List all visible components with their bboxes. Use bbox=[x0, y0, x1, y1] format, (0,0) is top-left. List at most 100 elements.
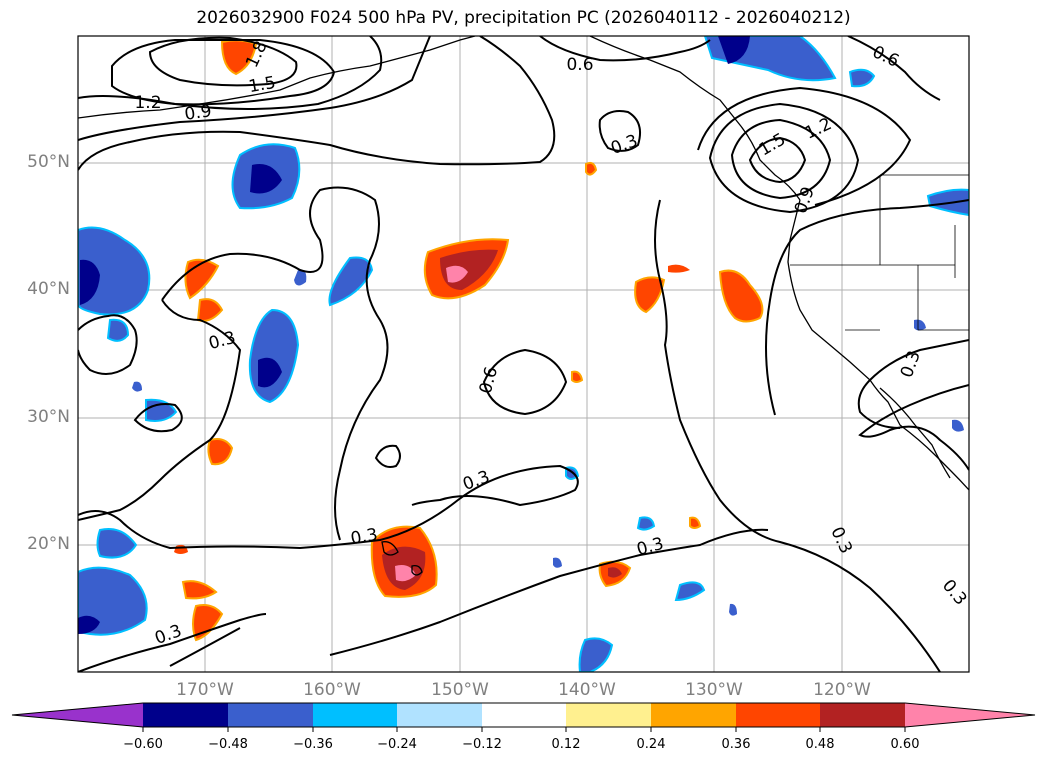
precip-blob bbox=[668, 264, 690, 273]
lon-label-140w: 140°W bbox=[558, 680, 616, 700]
pv-contour bbox=[78, 314, 138, 375]
pv-contour bbox=[148, 36, 298, 87]
contour-label: 0.3 bbox=[349, 525, 379, 549]
pv-contour bbox=[133, 403, 183, 433]
coastlines bbox=[78, 36, 969, 576]
colorbar-bin bbox=[143, 703, 228, 727]
map-frame bbox=[77, 35, 970, 673]
precip-blob bbox=[80, 259, 100, 305]
precip-blob bbox=[952, 419, 964, 432]
colorbar-tick-label: 0.48 bbox=[805, 737, 835, 752]
lat-label-30n: 30°N bbox=[27, 407, 70, 427]
colorbar-extend-high bbox=[905, 703, 1035, 727]
precip-blob bbox=[258, 357, 282, 388]
pv-contour bbox=[374, 444, 401, 468]
colorbar-bin bbox=[820, 703, 905, 727]
colorbar-tick-label: 0.60 bbox=[890, 737, 920, 752]
pv-contour bbox=[708, 102, 860, 214]
colorbar-tick-label: −0.12 bbox=[462, 737, 502, 752]
colorbar-bin bbox=[651, 703, 736, 727]
lon-label-170w: 170°W bbox=[176, 680, 234, 700]
contour-label: 1.5 bbox=[247, 73, 277, 97]
precip-blob bbox=[395, 565, 416, 582]
pv-contour bbox=[329, 528, 769, 656]
colorbar-bin bbox=[397, 703, 482, 727]
colorbar-bin bbox=[228, 703, 313, 727]
contour-label: 1.2 bbox=[134, 93, 161, 113]
precip-blob bbox=[634, 276, 666, 314]
pv-contour bbox=[78, 299, 242, 521]
pv-contour bbox=[765, 199, 969, 416]
colorbar-bin bbox=[482, 703, 566, 727]
lat-label-20n: 20°N bbox=[27, 534, 70, 554]
precip-blob bbox=[446, 265, 468, 283]
lon-label-150w: 150°W bbox=[431, 680, 489, 700]
pv-contours bbox=[78, 36, 969, 672]
precip-blob bbox=[636, 516, 656, 531]
precip-blob bbox=[718, 36, 750, 64]
pv-contour bbox=[598, 110, 641, 152]
precip-positive-areas bbox=[174, 39, 764, 642]
colorbar-tick-label: −0.36 bbox=[293, 737, 333, 752]
precip-blob bbox=[207, 438, 234, 466]
precip-blob bbox=[914, 319, 926, 331]
colorbar-tick-label: 0.12 bbox=[551, 737, 581, 752]
precip-blob bbox=[106, 318, 130, 342]
precip-blob bbox=[132, 381, 142, 392]
colorbar-ticks bbox=[142, 727, 906, 732]
precip-blob bbox=[181, 580, 218, 600]
precip-blob bbox=[578, 637, 614, 672]
precip-blob bbox=[553, 557, 562, 568]
precip-blob bbox=[78, 615, 100, 634]
colorbar-tick-label: 0.36 bbox=[721, 737, 751, 752]
colorbar-tick-label: −0.48 bbox=[208, 737, 248, 752]
colorbar-tick-label: 0.24 bbox=[636, 737, 666, 752]
lon-label-120w: 120°W bbox=[813, 680, 871, 700]
map-title: 2026032900 F024 500 hPa PV, precipitatio… bbox=[196, 8, 851, 28]
lat-label-50n: 50°N bbox=[27, 152, 70, 172]
precip-blob bbox=[328, 256, 374, 307]
pv-contour bbox=[539, 36, 711, 62]
precip-blob bbox=[78, 566, 148, 636]
lat-label-40n: 40°N bbox=[27, 279, 70, 299]
lon-label-130w: 130°W bbox=[685, 680, 743, 700]
precip-blob bbox=[96, 528, 138, 559]
colorbar-extend-low bbox=[12, 703, 143, 727]
pv-contour bbox=[169, 627, 241, 667]
precip-blob bbox=[848, 68, 876, 88]
colorbar bbox=[11, 702, 1036, 732]
pv-contour bbox=[730, 118, 832, 200]
pv-contour bbox=[654, 199, 941, 672]
pv-contour bbox=[857, 339, 969, 429]
coastline-baja bbox=[879, 387, 951, 479]
precip-blob bbox=[192, 604, 224, 642]
pv-contour bbox=[697, 86, 912, 206]
pv-contour bbox=[858, 384, 969, 471]
lon-label-160w: 160°W bbox=[303, 680, 361, 700]
contour-label: 0.6 bbox=[566, 55, 593, 75]
coastline-hawaii bbox=[381, 541, 423, 576]
state-borders bbox=[790, 174, 969, 331]
pv-contour bbox=[78, 464, 579, 550]
precip-blob bbox=[78, 226, 151, 316]
colorbar-bin bbox=[313, 703, 397, 727]
colorbar-bin bbox=[736, 703, 820, 727]
pv-contour bbox=[78, 36, 431, 141]
precip-blob bbox=[689, 516, 702, 529]
precip-blob bbox=[294, 269, 307, 286]
precip-blob bbox=[674, 581, 706, 602]
pv-contour bbox=[847, 36, 941, 101]
pv-contour bbox=[161, 186, 389, 541]
precip-blob bbox=[608, 567, 622, 578]
precip-blob bbox=[571, 370, 584, 383]
contour-label: 0.9 bbox=[183, 101, 213, 125]
precip-negative-areas bbox=[78, 36, 969, 672]
pv-contour bbox=[482, 348, 568, 416]
precip-blob bbox=[718, 269, 764, 323]
precip-blob bbox=[184, 258, 220, 300]
map-plot-area: 1.8 1.5 1.2 0.9 0.6 0.6 0.3 1.2 1.5 0.9 … bbox=[78, 36, 969, 672]
colorbar-bin bbox=[566, 703, 651, 727]
precip-blob bbox=[250, 164, 282, 194]
colorbar-tick-label: −0.24 bbox=[377, 737, 417, 752]
